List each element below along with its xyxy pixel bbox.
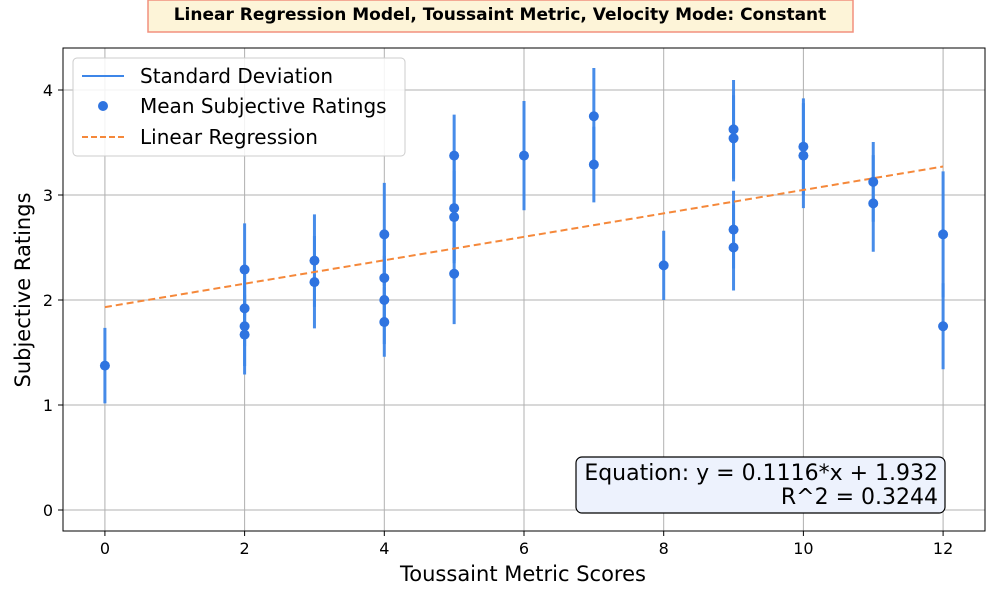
equation-annotation: Equation: y = 0.1116*x + 1.932 R^2 = 0.3… (575, 456, 946, 514)
data-point (239, 329, 250, 340)
y-axis-label: Subjective Ratings (11, 192, 35, 387)
data-point (449, 150, 460, 161)
data-point (309, 255, 320, 266)
chart-title: Linear Regression Model, Toussaint Metri… (174, 5, 827, 25)
data-point (728, 242, 739, 253)
data-point (728, 224, 739, 235)
data-point (588, 159, 599, 170)
equation-text: Equation: y = 0.1116*x + 1.932 (584, 461, 938, 486)
data-point (239, 264, 250, 275)
data-point (99, 360, 110, 371)
regression-line-group (104, 165, 944, 309)
data-point (938, 229, 949, 240)
data-point (728, 124, 739, 135)
data-point (449, 203, 460, 214)
data-point (449, 212, 460, 223)
y-tick-label: 3 (43, 186, 53, 205)
data-points (99, 111, 949, 371)
data-point (449, 268, 460, 279)
data-point (379, 317, 390, 328)
data-point (239, 303, 250, 314)
y-tick-label: 0 (43, 501, 53, 520)
legend-box (72, 57, 406, 157)
legend-stddev-label: Standard Deviation (140, 64, 333, 88)
regression-line (104, 165, 944, 309)
data-point (588, 111, 599, 122)
x-tick-label: 12 (933, 539, 953, 558)
legend-mean-label: Mean Subjective Ratings (140, 94, 387, 118)
x-axis-ticks: 0 2 4 6 8 10 12 (100, 531, 953, 558)
y-tick-label: 2 (43, 291, 53, 310)
legend-marker-swatch (98, 101, 108, 111)
data-point (239, 321, 250, 332)
annotation-box (575, 456, 946, 514)
data-point (798, 150, 809, 161)
data-point (728, 133, 739, 144)
data-point (658, 260, 669, 271)
x-tick-label: 10 (793, 539, 813, 558)
y-tick-label: 4 (43, 81, 53, 100)
x-tick-label: 2 (240, 539, 250, 558)
y-tick-label: 1 (43, 396, 53, 415)
legend-regression-label: Linear Regression (140, 125, 318, 149)
data-point (379, 229, 390, 240)
data-point (868, 176, 879, 187)
y-axis-ticks: 0 1 2 3 4 (43, 81, 63, 520)
data-point (309, 277, 320, 288)
data-point (379, 295, 390, 305)
data-point (379, 272, 390, 283)
data-point (868, 198, 879, 209)
data-point (798, 141, 809, 152)
title-box (147, 0, 854, 33)
data-point (519, 150, 529, 161)
x-tick-label: 8 (659, 539, 669, 558)
x-tick-label: 0 (100, 539, 110, 558)
x-tick-label: 6 (519, 539, 529, 558)
r-squared-text: R^2 = 0.3244 (781, 485, 938, 510)
legend: Standard Deviation Mean Subjective Ratin… (72, 57, 406, 157)
data-point (938, 321, 949, 332)
x-axis-label: Toussaint Metric Scores (399, 562, 646, 586)
x-tick-label: 4 (379, 539, 389, 558)
